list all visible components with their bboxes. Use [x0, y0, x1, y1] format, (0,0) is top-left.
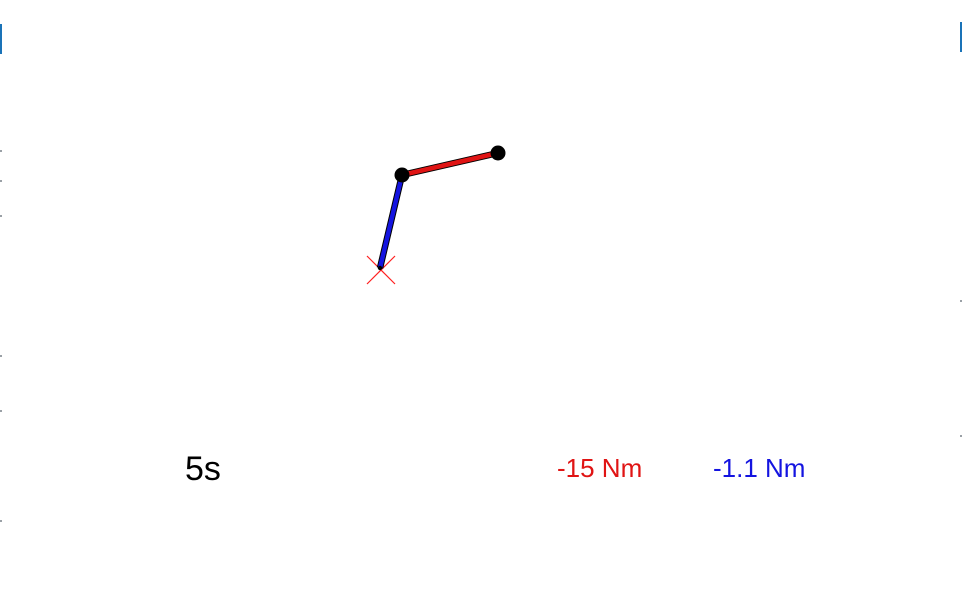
left-edge-tick [0, 520, 2, 522]
right-edge-accent [960, 22, 962, 52]
link-2-body [401, 150, 499, 178]
link-1 [376, 174, 406, 269]
left-edge-tick [0, 410, 2, 412]
right-edge-tick [960, 300, 962, 302]
left-edge-tick [0, 150, 2, 152]
link-2 [401, 149, 499, 179]
left-edge-tick [0, 180, 2, 182]
target-marker [366, 255, 396, 285]
end-effector-joint [490, 145, 506, 161]
left-edge-strip [0, 0, 2, 601]
link-1-torque-readout: -1.1 Nm [713, 453, 806, 483]
link-1-body [377, 174, 405, 269]
elbow-joint [394, 167, 410, 183]
base-joint [377, 265, 383, 271]
elapsed-time-readout: 5s [185, 450, 221, 488]
left-edge-tick [0, 355, 2, 357]
link-2-torque-readout: -15 Nm [557, 453, 643, 483]
right-edge-strip [960, 0, 962, 601]
target-marker-stroke-b [366, 255, 396, 285]
left-edge-tick [0, 215, 2, 217]
right-edge-tick [960, 435, 962, 437]
left-edge-accent [0, 24, 2, 54]
